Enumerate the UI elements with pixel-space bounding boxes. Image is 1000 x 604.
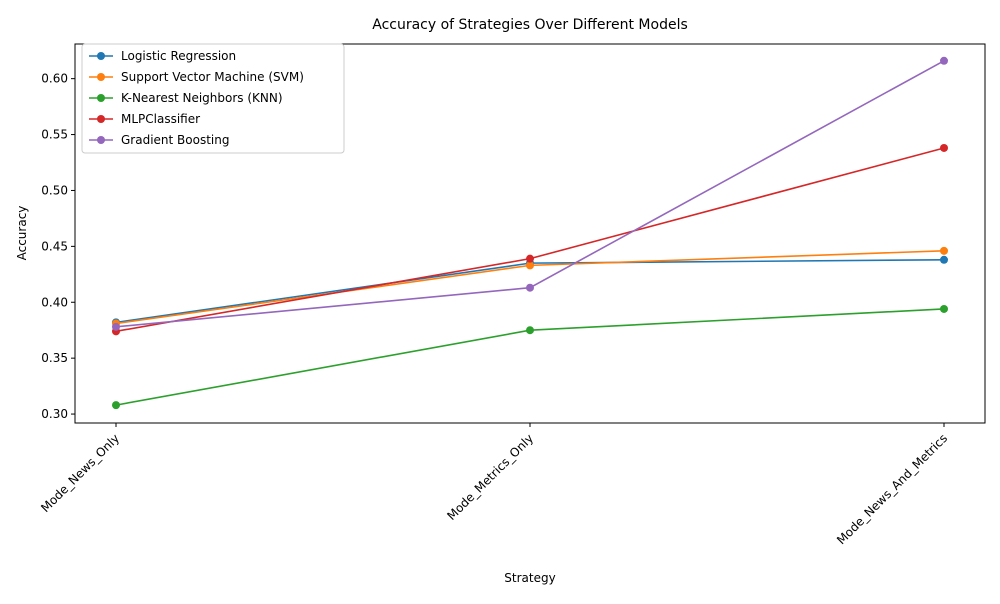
y-tick-label: 0.55 <box>41 128 68 142</box>
data-point <box>526 254 534 263</box>
legend-marker <box>97 52 105 60</box>
legend-marker <box>97 73 105 81</box>
legend-label: K-Nearest Neighbors (KNN) <box>121 91 283 105</box>
series-line <box>115 308 945 406</box>
data-point <box>940 304 948 313</box>
legend-label: Gradient Boosting <box>121 133 229 147</box>
legend-marker <box>97 136 105 144</box>
data-point <box>526 261 534 270</box>
data-point <box>112 401 120 410</box>
y-tick-label: 0.45 <box>41 239 68 253</box>
series-4 <box>112 56 948 331</box>
data-point <box>940 246 948 255</box>
legend-item: Support Vector Machine (SVM) <box>89 70 304 84</box>
legend-item: MLPClassifier <box>89 112 200 126</box>
data-point <box>526 326 534 335</box>
data-point <box>112 322 120 331</box>
data-point <box>940 255 948 264</box>
legend-frame <box>81 43 345 154</box>
chart-title: Accuracy of Strategies Over Different Mo… <box>372 17 688 33</box>
series-3 <box>112 143 948 336</box>
legend-item: Logistic Regression <box>89 49 236 63</box>
data-point <box>940 56 948 65</box>
legend-label: Logistic Regression <box>121 49 236 63</box>
y-tick-label: 0.50 <box>41 183 68 197</box>
data-point <box>940 143 948 152</box>
series-layer <box>112 56 948 410</box>
legend-label: MLPClassifier <box>121 112 200 126</box>
series-2 <box>112 304 948 410</box>
legend-label: Support Vector Machine (SVM) <box>121 70 304 84</box>
y-tick-label: 0.40 <box>41 295 68 309</box>
x-axis-label: Strategy <box>504 571 555 585</box>
y-axis: 0.30 0.35 0.40 0.45 0.50 0.55 0.60 <box>41 72 75 421</box>
legend: Logistic Regression Support Vector Machin… <box>81 43 345 154</box>
x-tick-label: Mode_Metrics_Only <box>444 431 536 523</box>
y-tick-label: 0.35 <box>41 351 68 365</box>
legend-item: Gradient Boosting <box>89 133 229 147</box>
data-point <box>526 283 534 292</box>
y-tick-label: 0.60 <box>41 72 68 86</box>
y-tick-label: 0.30 <box>41 407 68 421</box>
y-axis-label: Accuracy <box>15 206 29 261</box>
legend-item: K-Nearest Neighbors (KNN) <box>89 91 283 105</box>
legend-marker <box>97 115 105 123</box>
x-tick-label: Mode_News_And_Metrics <box>834 431 950 547</box>
legend-marker <box>97 94 105 102</box>
x-axis: Mode_News_Only Mode_Metrics_Only Mode_News… <box>38 423 950 547</box>
x-tick-label: Mode_News_Only <box>38 431 122 515</box>
